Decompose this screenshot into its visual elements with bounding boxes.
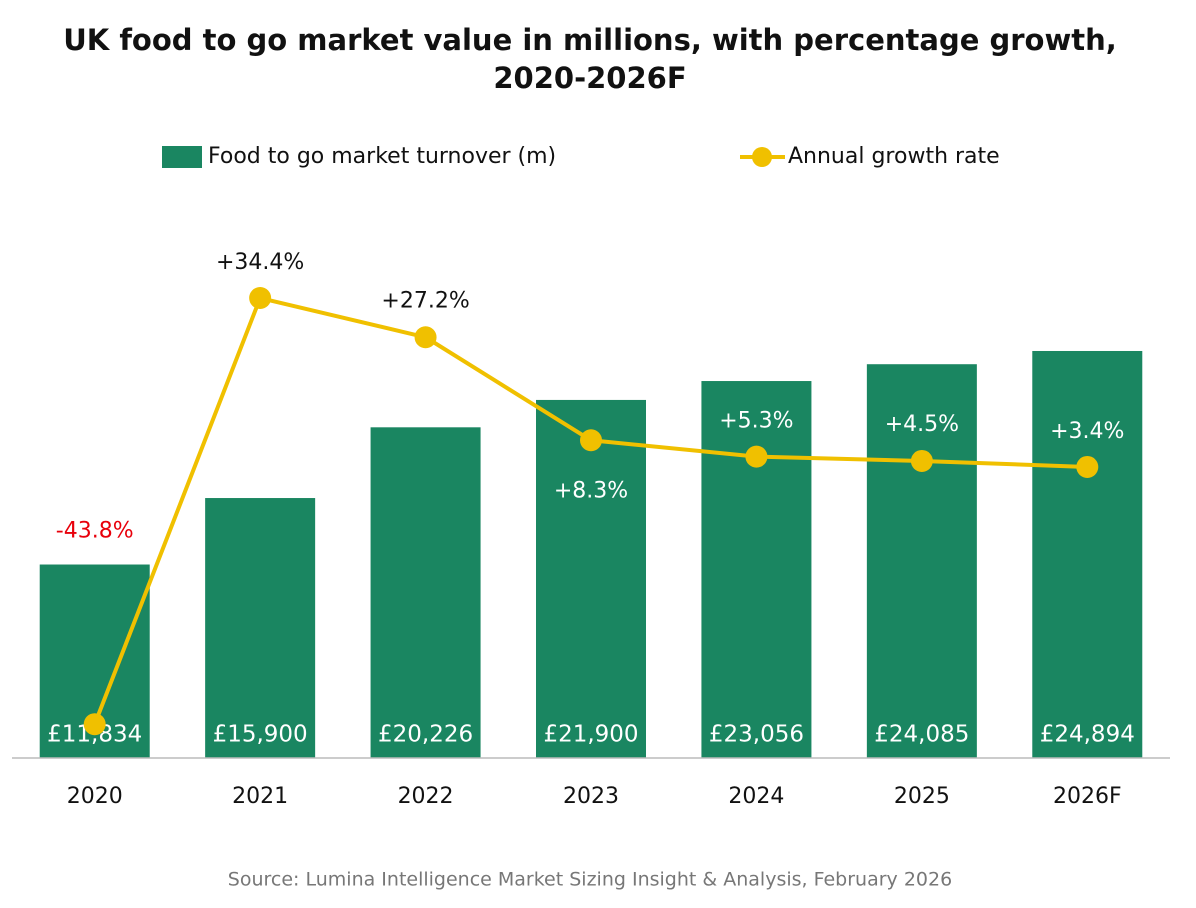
growth-value-label: +5.3% bbox=[719, 409, 793, 434]
bar bbox=[205, 498, 316, 758]
growth-point bbox=[1076, 455, 1099, 478]
bar bbox=[1032, 350, 1143, 758]
growth-value-label: +3.4% bbox=[1050, 419, 1124, 444]
growth-point bbox=[910, 449, 933, 472]
legend-swatch bbox=[162, 146, 202, 168]
bar-value-label: £24,085 bbox=[874, 722, 969, 748]
legend-swatch bbox=[752, 147, 772, 167]
x-tick-label: 2025 bbox=[894, 784, 950, 809]
x-tick-label: 2021 bbox=[232, 784, 288, 809]
legend-label: Annual growth rate bbox=[788, 144, 1000, 169]
growth-value-label: +8.3% bbox=[554, 478, 628, 503]
growth-value-label: +27.2% bbox=[381, 288, 469, 313]
bar-value-label: £24,894 bbox=[1040, 722, 1135, 748]
growth-point bbox=[745, 445, 768, 468]
x-tick-label: 2020 bbox=[67, 784, 123, 809]
growth-point bbox=[414, 326, 437, 349]
bar-value-label: £20,226 bbox=[378, 722, 473, 748]
bar bbox=[866, 364, 977, 758]
growth-value-label: +4.5% bbox=[885, 412, 959, 437]
growth-value-label: -43.8% bbox=[56, 519, 134, 544]
chart-subtitle: 2020-2026F bbox=[493, 61, 686, 95]
x-tick-label: 2022 bbox=[398, 784, 454, 809]
x-tick-label: 2023 bbox=[563, 784, 619, 809]
bar-value-label: £21,900 bbox=[543, 722, 638, 748]
bar bbox=[701, 381, 812, 758]
bar-value-label: £15,900 bbox=[213, 722, 308, 748]
growth-value-label: +34.4% bbox=[216, 250, 304, 275]
growth-point bbox=[580, 429, 602, 452]
legend-label: Food to go market turnover (m) bbox=[208, 144, 556, 169]
bar bbox=[536, 399, 646, 758]
source-note: Source: Lumina Intelligence Market Sizin… bbox=[228, 869, 952, 891]
x-tick-label: 2024 bbox=[728, 784, 784, 809]
growth-point bbox=[83, 713, 106, 736]
chart-title: UK food to go market value in millions, … bbox=[63, 23, 1117, 57]
growth-point bbox=[249, 287, 272, 310]
x-tick-label: 2026F bbox=[1053, 784, 1122, 809]
bar-value-label: £23,056 bbox=[709, 722, 804, 748]
bar bbox=[370, 427, 481, 758]
